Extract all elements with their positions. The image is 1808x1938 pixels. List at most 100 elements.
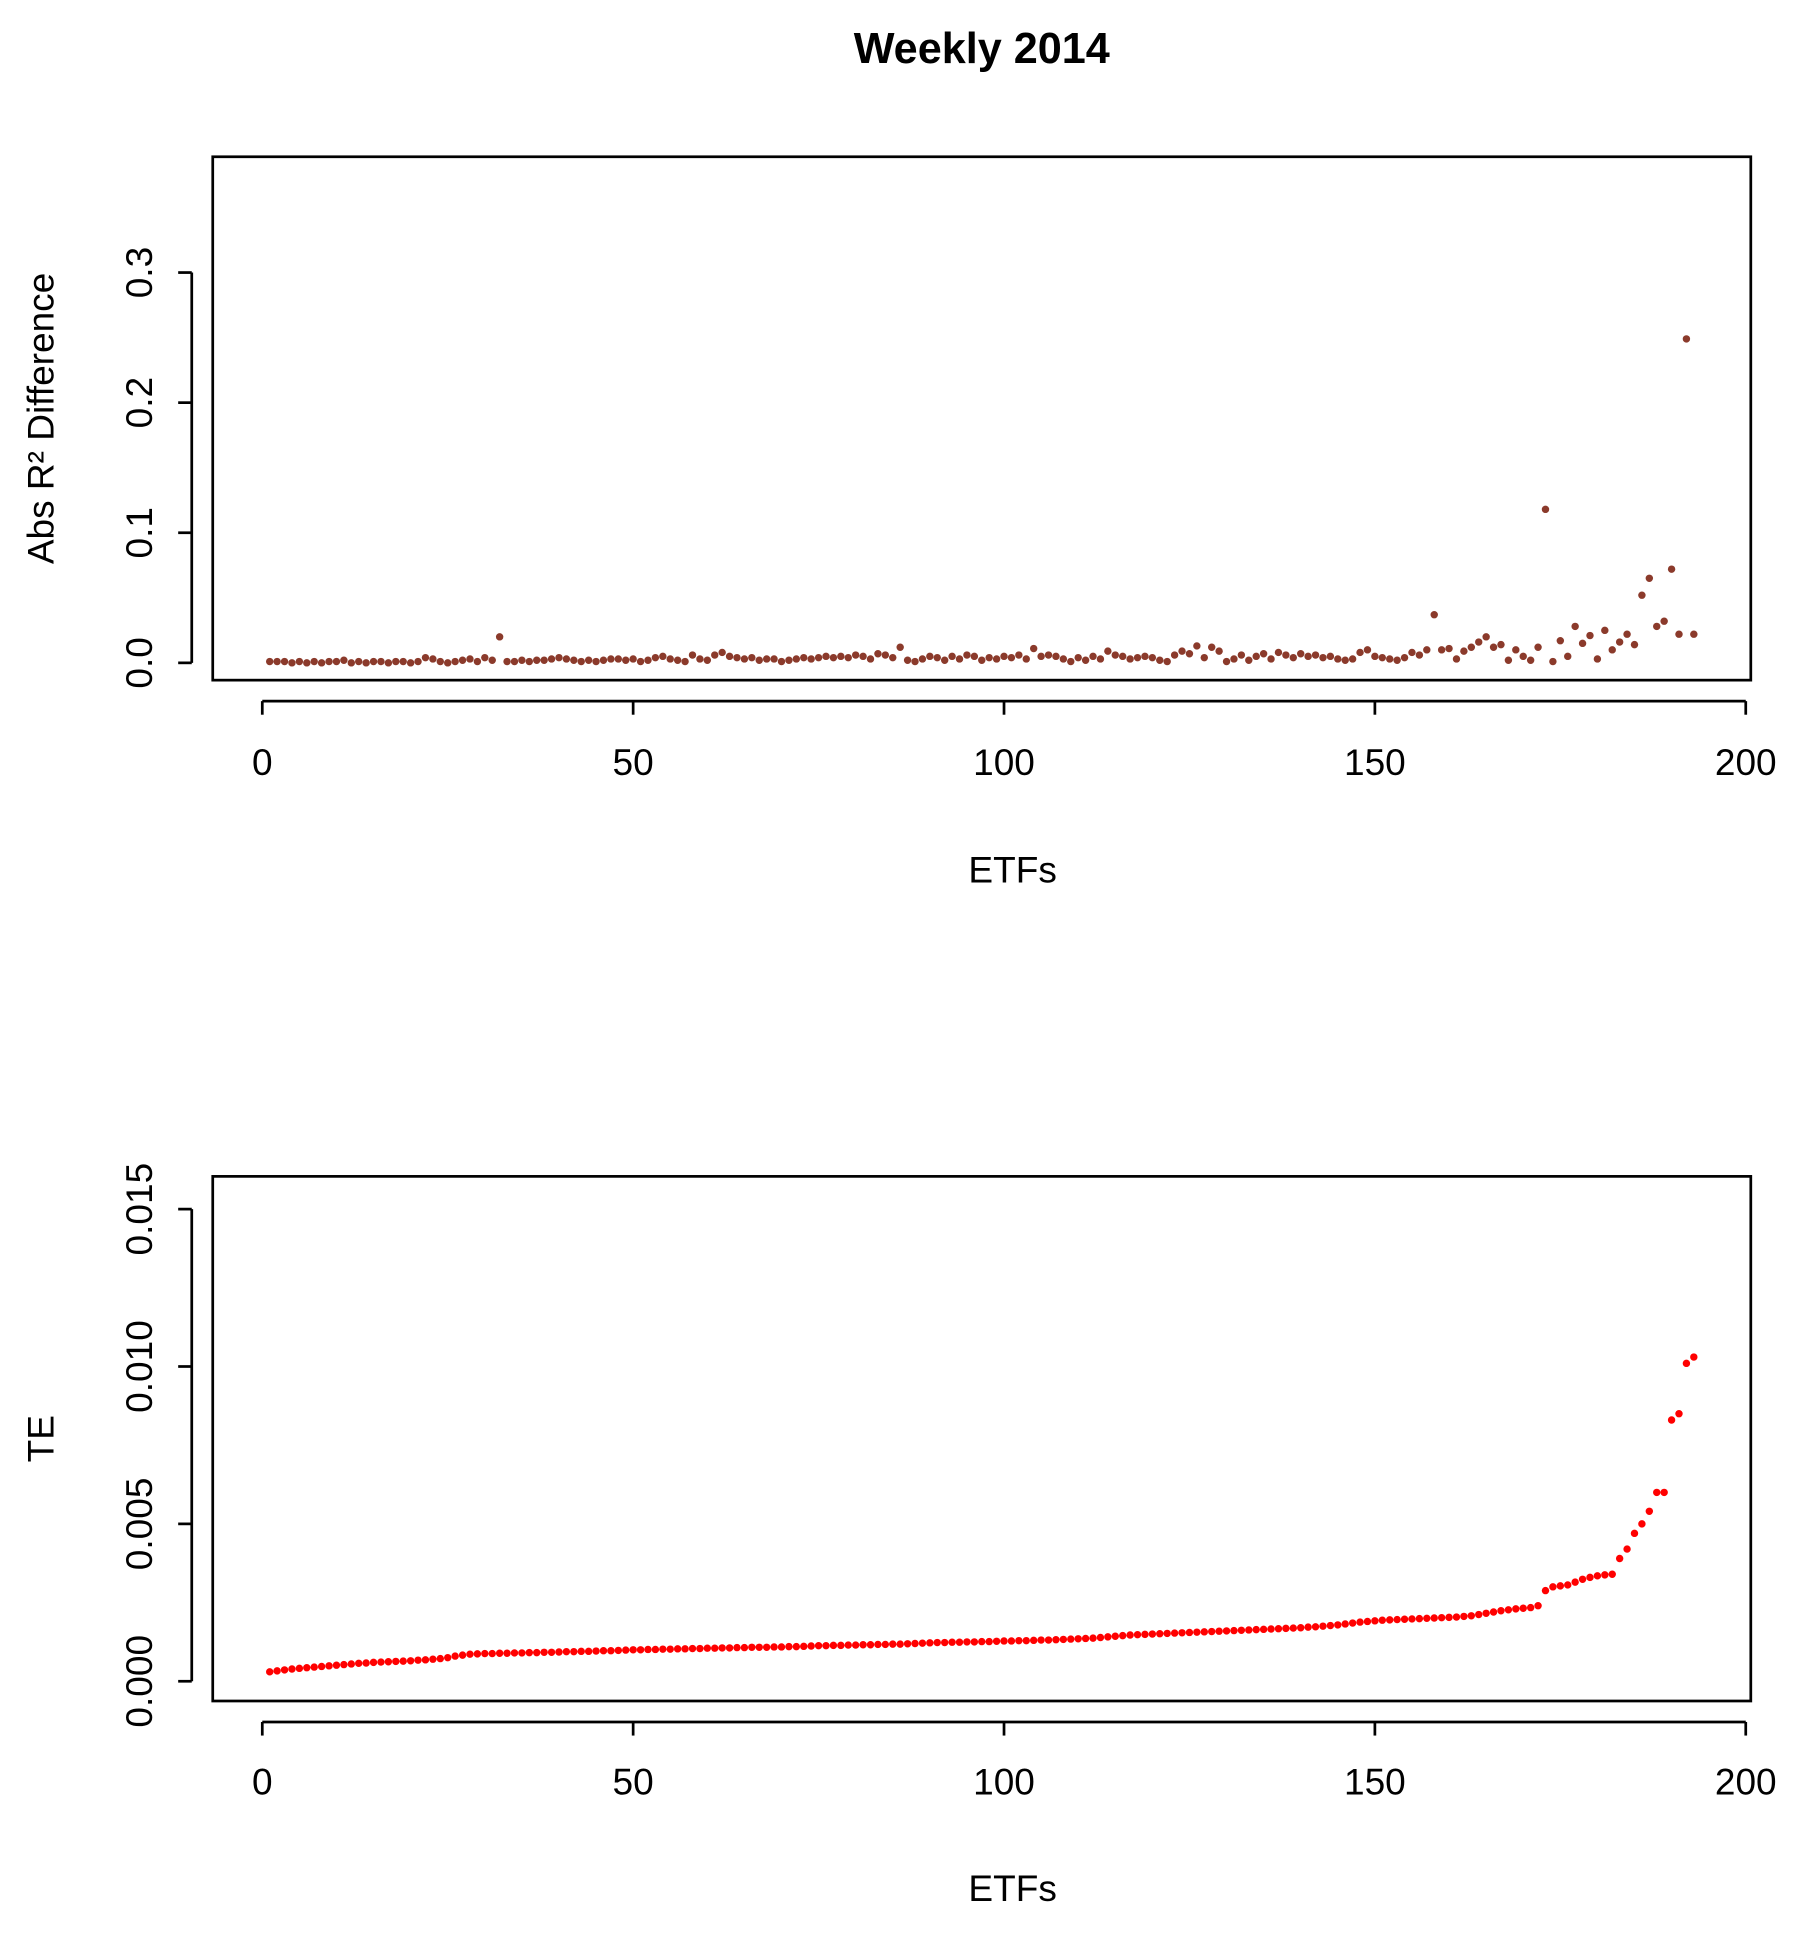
point: [614, 655, 623, 663]
point: [303, 659, 311, 667]
point: [636, 1646, 645, 1654]
point: [1378, 1616, 1387, 1624]
point: [525, 657, 534, 666]
point: [1615, 638, 1624, 646]
point: [881, 1640, 890, 1649]
point: [325, 1662, 333, 1670]
point: [547, 1648, 556, 1657]
point: [1393, 1615, 1401, 1624]
point: [1615, 1554, 1624, 1563]
point: [762, 1643, 771, 1651]
point: [369, 1658, 378, 1667]
point: [303, 1664, 311, 1672]
point: [1096, 1633, 1105, 1642]
point: [1252, 652, 1260, 661]
point: [1215, 1627, 1223, 1635]
point: [570, 1647, 578, 1656]
point: [488, 1649, 496, 1658]
point: [851, 1641, 860, 1649]
point: [273, 1667, 281, 1675]
point: [733, 653, 741, 662]
point: [829, 1641, 838, 1650]
point: [533, 1648, 541, 1657]
point: [1363, 1617, 1372, 1626]
point: [1549, 1583, 1557, 1591]
point: [488, 656, 496, 664]
point: [948, 652, 956, 661]
point: [970, 1638, 979, 1646]
point: [555, 1648, 563, 1656]
point: [347, 659, 355, 667]
point: [926, 1639, 934, 1647]
point: [392, 657, 400, 666]
point: [963, 1638, 971, 1646]
point: [1274, 648, 1283, 657]
point: [1052, 652, 1060, 661]
point: [1104, 647, 1112, 655]
point: [1645, 574, 1654, 582]
point: [310, 1663, 318, 1671]
point: [1334, 1621, 1342, 1629]
point: [1037, 652, 1045, 661]
point: [822, 1641, 830, 1650]
point: [1601, 1571, 1609, 1579]
point: [266, 657, 274, 666]
point: [1015, 1636, 1023, 1645]
point: [1638, 1520, 1646, 1528]
point: [673, 1645, 682, 1653]
point: [1230, 655, 1238, 663]
point: [1408, 1615, 1416, 1623]
point: [444, 1653, 452, 1662]
point: [1319, 1622, 1327, 1630]
x-tick-label: 100: [973, 741, 1035, 783]
point: [1059, 1635, 1068, 1644]
point: [1371, 1617, 1379, 1625]
point: [844, 653, 852, 662]
point: [1245, 1626, 1253, 1634]
point: [1222, 1627, 1231, 1635]
point: [1356, 1618, 1364, 1626]
point: [1341, 1620, 1349, 1628]
point: [1193, 1628, 1201, 1636]
point: [1289, 1624, 1297, 1632]
point: [547, 655, 556, 663]
point: [570, 656, 578, 664]
point: [1653, 1488, 1661, 1497]
point: [1348, 1619, 1357, 1627]
point: [918, 1639, 927, 1647]
point: [1660, 1488, 1668, 1497]
x-tick-label: 150: [1344, 1761, 1406, 1803]
point: [1482, 1609, 1490, 1617]
point: [970, 652, 979, 661]
point: [1497, 640, 1505, 649]
point: [1237, 651, 1246, 659]
point: [562, 655, 571, 663]
point: [1571, 1578, 1579, 1586]
point: [725, 1644, 734, 1652]
point: [1000, 652, 1008, 661]
point: [1200, 1628, 1208, 1636]
point: [1118, 1631, 1127, 1640]
point: [851, 651, 860, 659]
point: [1363, 646, 1372, 654]
point: [666, 655, 674, 663]
point: [955, 655, 964, 663]
point: [1423, 646, 1431, 654]
y-tick-label: 0.000: [118, 1635, 160, 1728]
point: [607, 1647, 615, 1655]
point: [896, 1640, 904, 1648]
point: [362, 659, 370, 667]
point: [1007, 653, 1016, 662]
point: [688, 1644, 697, 1653]
point: [1259, 1625, 1268, 1634]
point: [1564, 652, 1572, 661]
point: [1156, 1630, 1164, 1638]
point: [1541, 1586, 1550, 1595]
point: [659, 1645, 667, 1653]
point: [792, 1642, 801, 1651]
point: [1311, 651, 1320, 659]
point: [1304, 1623, 1312, 1631]
plot-box: [211, 1175, 1753, 1703]
point: [1601, 626, 1609, 635]
point: [1245, 656, 1253, 664]
